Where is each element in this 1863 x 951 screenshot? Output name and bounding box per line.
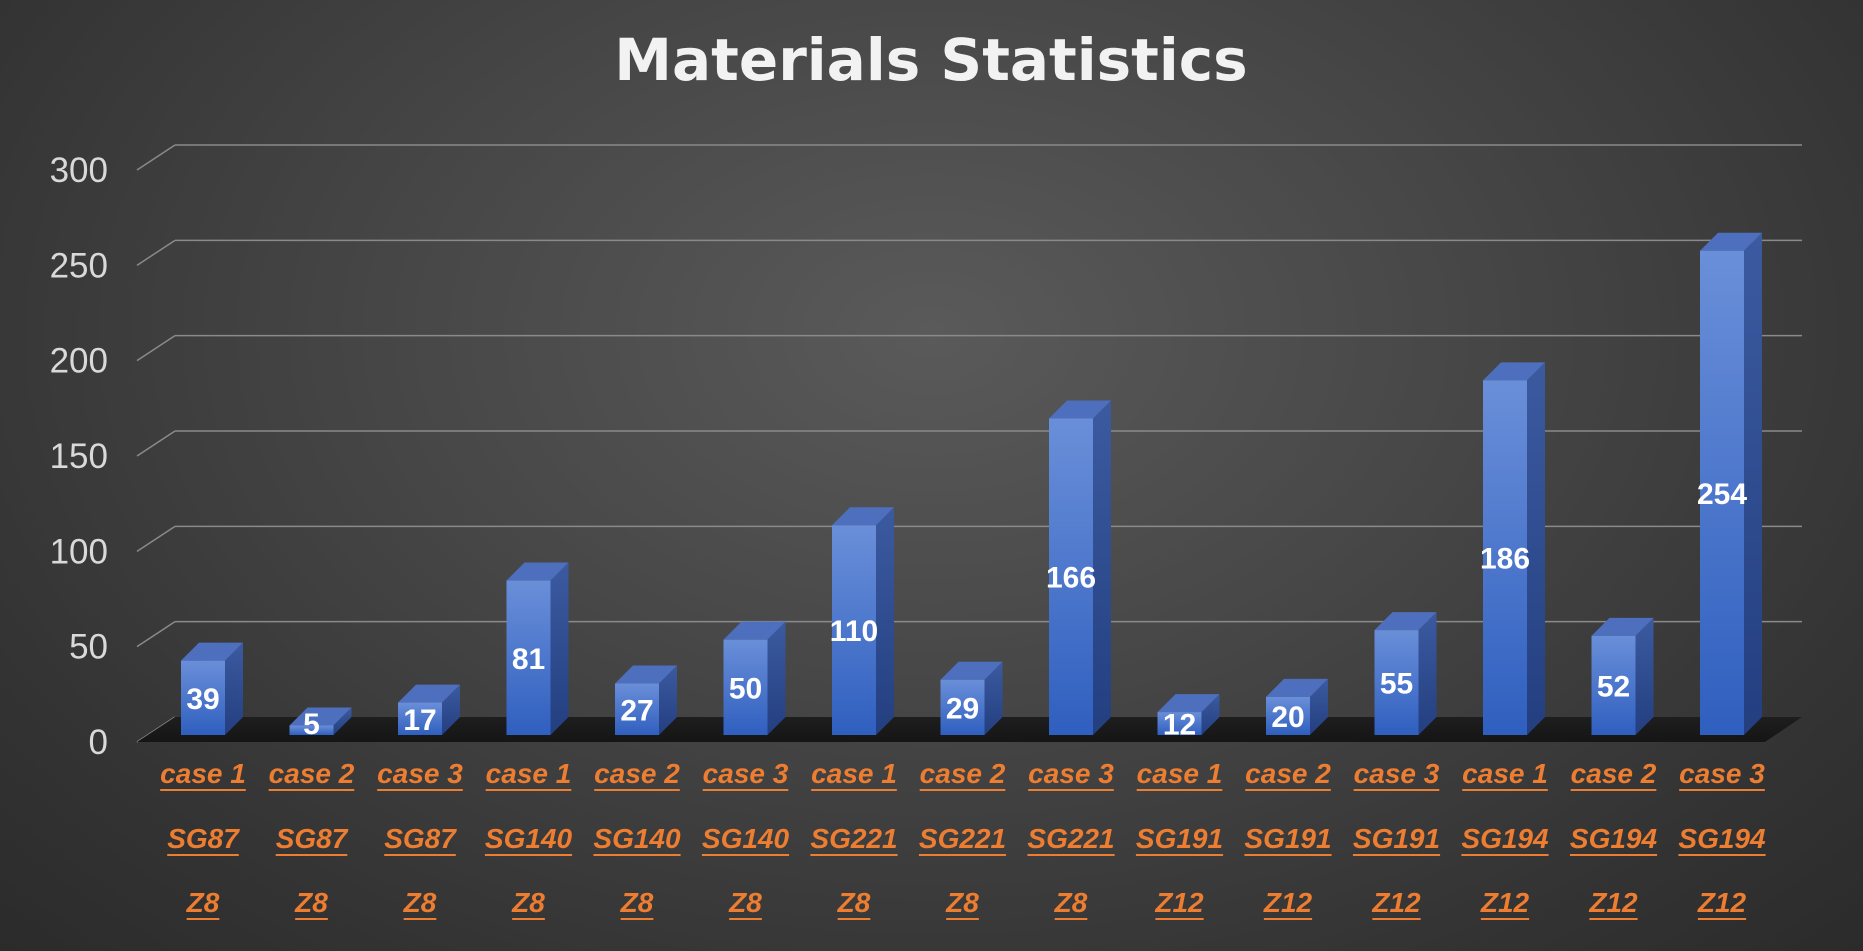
x-tick-label: Z12 — [1588, 887, 1638, 918]
chart-title: Materials Statistics — [614, 26, 1247, 94]
y-tick-label: 150 — [50, 437, 108, 476]
x-tick-label: Z12 — [1263, 887, 1313, 918]
x-tick-label: SG194 — [1570, 823, 1658, 854]
x-axis: case 1 SG87 Z8 case 2 SG87 Z8 case 3 SG87 Z8 case… — [160, 758, 1766, 920]
data-label: 20 — [1271, 701, 1304, 734]
x-tick-label: Z8 — [403, 887, 437, 918]
gridline — [136, 239, 1802, 266]
x-tick-label: Z8 — [620, 887, 654, 918]
data-label: 39 — [186, 683, 219, 716]
bar — [1483, 362, 1545, 735]
x-tick-label: case 1 — [811, 758, 897, 789]
bar — [1049, 400, 1111, 735]
y-tick-label: 0 — [89, 723, 108, 762]
x-tick-label: SG140 — [485, 823, 573, 854]
bar — [1591, 617, 1654, 735]
x-tick-label: case 3 — [377, 758, 463, 789]
x-tick-label: SG221 — [1027, 823, 1114, 854]
bar — [940, 661, 1003, 735]
x-tick-label: case 1 — [486, 758, 572, 789]
y-axis: 0 50 100 150 200 250 300 — [50, 151, 108, 762]
gridlines — [136, 144, 1802, 743]
gridline — [136, 144, 1802, 171]
data-label: 29 — [946, 692, 979, 725]
gridline — [136, 334, 1802, 362]
x-tick-label: Z8 — [837, 887, 871, 918]
y-tick-label: 300 — [50, 151, 108, 190]
x-tick-label: SG221 — [919, 823, 1006, 854]
bar — [181, 642, 243, 735]
x-tick-label: SG194 — [1678, 823, 1766, 854]
data-label: 110 — [830, 615, 878, 648]
data-labels: 39 5 17 81 27 50 110 29 166 12 20 55 186 52 254 — [186, 478, 1747, 742]
x-tick-label: SG140 — [702, 823, 790, 854]
data-label: 12 — [1163, 709, 1196, 742]
x-tick-label: SG191 — [1136, 823, 1223, 854]
bar — [1157, 694, 1220, 735]
x-tick-label: Z8 — [186, 887, 220, 918]
x-tick-label: case 2 — [1245, 758, 1331, 789]
y-tick-label: 250 — [50, 246, 108, 285]
data-label: 52 — [1597, 670, 1630, 703]
data-label: 55 — [1380, 668, 1413, 701]
x-tick-label: case 2 — [594, 758, 680, 789]
bar — [1374, 612, 1437, 735]
bar — [832, 507, 894, 735]
x-tick-label: SG140 — [593, 823, 681, 854]
bar — [289, 707, 352, 735]
data-label: 50 — [729, 672, 762, 705]
y-tick-label: 100 — [50, 532, 108, 571]
data-label: 27 — [620, 694, 653, 727]
x-tick-label: SG191 — [1353, 823, 1440, 854]
x-tick-label: Z12 — [1371, 887, 1421, 918]
data-label: 186 — [1480, 543, 1530, 576]
x-tick-label: SG221 — [810, 823, 897, 854]
x-tick-label: Z12 — [1697, 887, 1747, 918]
x-tick-label: Z12 — [1480, 887, 1530, 918]
x-tick-label: case 1 — [1462, 758, 1548, 789]
x-tick-label: SG87 — [276, 823, 349, 854]
data-label: 17 — [403, 704, 436, 737]
data-label: 5 — [303, 708, 320, 741]
x-tick-label: case 1 — [160, 758, 246, 789]
y-tick-label: 200 — [50, 342, 108, 381]
data-label: 81 — [512, 643, 545, 676]
x-tick-label: SG87 — [384, 823, 457, 854]
gridline — [136, 525, 1802, 552]
x-tick-label: SG194 — [1461, 823, 1549, 854]
x-tick-label: case 1 — [1137, 758, 1223, 789]
gridline — [136, 430, 1802, 457]
bar — [723, 621, 786, 735]
x-tick-label: Z8 — [294, 887, 328, 918]
x-tick-label: case 2 — [269, 758, 355, 789]
bars — [181, 232, 1762, 735]
x-tick-label: Z8 — [1054, 887, 1088, 918]
x-tick-label: case 3 — [1679, 758, 1765, 789]
x-tick-label: case 2 — [920, 758, 1006, 789]
x-tick-label: case 2 — [1571, 758, 1657, 789]
bar — [506, 562, 569, 735]
data-label: 166 — [1046, 562, 1096, 595]
bar — [1266, 678, 1328, 735]
x-tick-label: Z12 — [1154, 887, 1204, 918]
bar — [398, 684, 460, 735]
x-tick-label: case 3 — [1028, 758, 1114, 789]
x-tick-label: SG87 — [167, 823, 240, 854]
x-tick-label: case 3 — [703, 758, 789, 789]
x-tick-label: Z8 — [945, 887, 979, 918]
x-tick-label: Z8 — [728, 887, 762, 918]
bar — [615, 665, 677, 735]
gridline — [136, 620, 1802, 648]
y-tick-label: 50 — [69, 628, 108, 667]
x-tick-label: case 3 — [1354, 758, 1440, 789]
bar — [1700, 232, 1762, 735]
x-tick-label: SG191 — [1244, 823, 1331, 854]
data-label: 254 — [1697, 478, 1747, 511]
x-tick-label: Z8 — [511, 887, 545, 918]
